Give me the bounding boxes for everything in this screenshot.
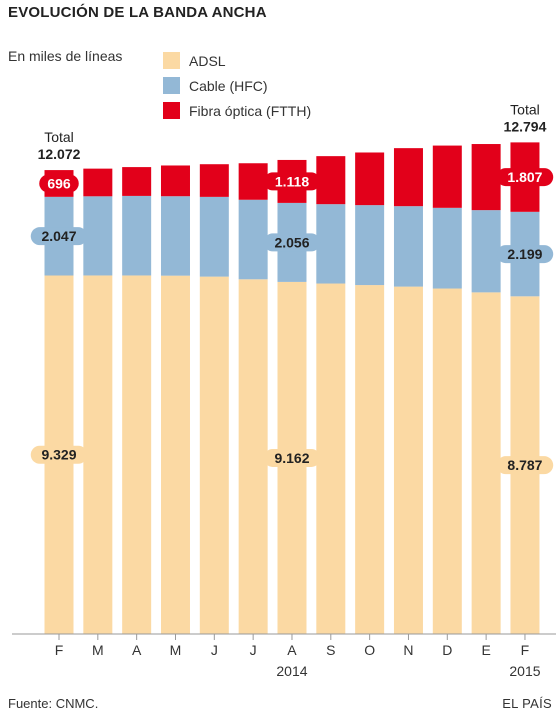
data-label-6: 9.162 — [274, 450, 309, 466]
publisher-brand: EL PAÍS — [502, 696, 552, 711]
data-label-8: 2.199 — [507, 246, 542, 262]
legend-swatch-ftth — [163, 102, 180, 119]
bar-adsl-2 — [83, 275, 113, 634]
legend-item-adsl: ADSL — [163, 48, 311, 73]
year-label-2014: 2014 — [276, 663, 307, 679]
bar-cable-10 — [393, 206, 423, 287]
x-tick-label-6: J — [250, 642, 257, 658]
bar-adsl-8 — [316, 283, 346, 634]
data-label-pill-5 — [263, 233, 321, 252]
legend-label-adsl: ADSL — [189, 52, 226, 69]
bar-cable-8 — [316, 204, 346, 284]
bar-adsl-5 — [199, 276, 229, 634]
bar-cable-6 — [238, 199, 268, 280]
x-tick-label-1: F — [55, 642, 64, 658]
x-tick-label-7: A — [287, 642, 297, 658]
data-label-pill-8 — [496, 245, 554, 264]
data-label-3: 9.329 — [41, 447, 76, 463]
x-tick-label-8: S — [326, 642, 335, 658]
data-label-2: 2.047 — [41, 228, 76, 244]
data-label-pill-6 — [263, 448, 321, 467]
bar-ftth-9 — [355, 152, 385, 206]
x-tick-label-13: F — [521, 642, 530, 658]
x-tick-label-9: O — [364, 642, 375, 658]
data-label-4: 1.118 — [275, 173, 309, 189]
x-tick-label-12: E — [481, 642, 490, 658]
year-label-2015: 2015 — [509, 663, 540, 679]
total-caption-1: Total — [44, 129, 74, 145]
bar-ftth-2 — [83, 168, 113, 197]
source-note: Fuente: CNMC. — [8, 696, 99, 711]
total-caption-2: Total — [510, 101, 540, 117]
bar-ftth-10 — [393, 148, 423, 207]
data-label-1: 696 — [47, 175, 71, 191]
legend: ADSL Cable (HFC) Fibra óptica (FTTH) — [163, 48, 311, 123]
legend-item-ftth: Fibra óptica (FTTH) — [163, 98, 311, 123]
bar-adsl-6 — [238, 279, 268, 634]
data-label-5: 2.056 — [274, 234, 309, 250]
legend-swatch-cable — [163, 77, 180, 94]
legend-label-cable: Cable (HFC) — [189, 77, 268, 94]
data-label-7: 1.807 — [507, 169, 542, 185]
bar-cable-2 — [83, 196, 113, 276]
legend-swatch-adsl — [163, 52, 180, 69]
bar-adsl-3 — [122, 275, 152, 634]
bar-ftth-4 — [160, 165, 190, 197]
bar-cable-11 — [432, 207, 462, 289]
chart-title: EVOLUCIÓN DE LA BANDA ANCHA — [8, 4, 267, 21]
bar-adsl-12 — [471, 292, 501, 634]
legend-item-cable: Cable (HFC) — [163, 73, 311, 98]
bar-cable-3 — [122, 195, 152, 276]
bar-ftth-5 — [199, 164, 229, 197]
data-label-pill-3 — [30, 445, 88, 464]
bar-ftth-3 — [122, 167, 152, 196]
x-tick-label-10: N — [403, 642, 413, 658]
data-label-pill-9 — [496, 456, 554, 475]
bar-adsl-4 — [160, 275, 190, 634]
x-tick-label-11: D — [442, 642, 452, 658]
x-tick-label-2: M — [92, 642, 104, 658]
data-label-9: 8.787 — [507, 457, 542, 473]
bar-adsl-10 — [393, 286, 423, 634]
legend-label-ftth: Fibra óptica (FTTH) — [189, 102, 312, 119]
bar-cable-4 — [160, 196, 190, 276]
chart-subtitle: En miles de líneas — [8, 48, 123, 64]
bar-adsl-11 — [432, 288, 462, 634]
bar-cable-9 — [355, 205, 385, 286]
x-tick-label-4: M — [170, 642, 182, 658]
total-value-1: 12.072 — [38, 146, 81, 162]
bar-adsl-9 — [355, 285, 385, 634]
x-tick-label-3: A — [132, 642, 142, 658]
data-label-pill-4 — [263, 172, 321, 191]
data-label-pill-1 — [39, 174, 79, 193]
x-tick-label-5: J — [211, 642, 218, 658]
data-label-pill-2 — [30, 227, 88, 246]
bar-ftth-12 — [471, 144, 501, 211]
bar-ftth-6 — [238, 163, 268, 200]
total-value-2: 12.794 — [504, 118, 547, 134]
bar-ftth-11 — [432, 145, 462, 208]
bar-cable-12 — [471, 210, 501, 293]
bar-cable-5 — [199, 196, 229, 277]
bar-ftth-8 — [316, 156, 346, 205]
data-label-pill-7 — [496, 168, 554, 187]
